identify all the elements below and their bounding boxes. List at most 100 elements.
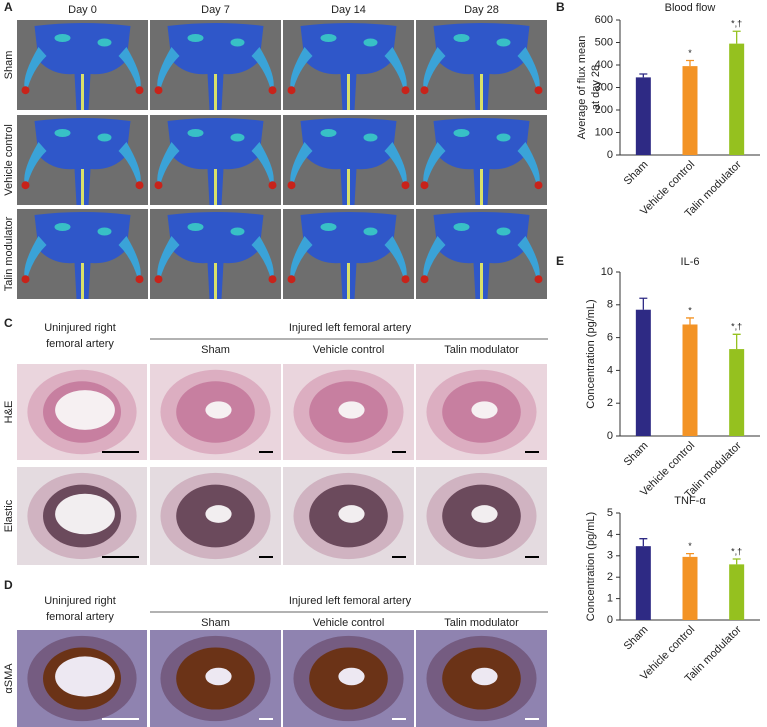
histology-image bbox=[17, 467, 147, 565]
leg-left bbox=[157, 142, 180, 187]
x-tick-label: Sham bbox=[622, 159, 651, 188]
column-header: femoral artery bbox=[46, 611, 114, 623]
panel-letter: D bbox=[4, 578, 13, 592]
y-tick-label: 500 bbox=[595, 36, 613, 48]
panel-letter: E bbox=[556, 254, 564, 268]
error-bar bbox=[732, 333, 741, 350]
y-tick-label: 5 bbox=[607, 507, 613, 519]
leg-right bbox=[517, 47, 540, 92]
hotspot bbox=[534, 275, 543, 284]
row-label: Vehicle control bbox=[3, 124, 15, 196]
bar bbox=[729, 564, 745, 620]
histology-image bbox=[150, 630, 281, 727]
hotspot bbox=[363, 133, 378, 142]
hotspot bbox=[97, 227, 112, 236]
hotspot bbox=[230, 227, 245, 236]
hotspot bbox=[187, 34, 204, 42]
y-tick-label: 6 bbox=[607, 332, 613, 344]
doppler-image bbox=[17, 115, 148, 205]
hotspot bbox=[320, 34, 337, 42]
y-tick-label: 2 bbox=[607, 571, 613, 583]
hotspot bbox=[54, 129, 71, 137]
leg-left bbox=[423, 47, 446, 92]
histology-image bbox=[283, 630, 414, 727]
significance-marker: *,† bbox=[731, 19, 742, 29]
hotspot bbox=[287, 275, 296, 284]
hotspot bbox=[287, 86, 296, 95]
leg-right bbox=[517, 236, 540, 281]
panel-letter: C bbox=[4, 316, 13, 330]
column-header: Uninjured right bbox=[44, 322, 116, 334]
bar bbox=[729, 349, 745, 436]
y-tick-label: 2 bbox=[607, 397, 613, 409]
column-header: Injured left femoral artery bbox=[289, 595, 412, 607]
bar bbox=[682, 556, 698, 620]
hotspot bbox=[420, 275, 429, 284]
vessel-lumen bbox=[205, 505, 232, 523]
error-bar bbox=[639, 297, 648, 310]
hotspot bbox=[54, 34, 71, 42]
hotspot bbox=[154, 275, 163, 284]
column-header: Uninjured right bbox=[44, 595, 116, 607]
column-header: Vehicle control bbox=[313, 344, 385, 356]
leg-right bbox=[384, 47, 407, 92]
hotspot bbox=[187, 129, 204, 137]
significance-marker: *,† bbox=[731, 546, 742, 556]
y-tick-label: 400 bbox=[595, 59, 613, 71]
bar bbox=[635, 546, 651, 620]
bar bbox=[729, 43, 745, 155]
hotspot bbox=[97, 38, 112, 47]
x-tick-label: Sham bbox=[622, 440, 651, 469]
y-tick-label: 300 bbox=[595, 81, 613, 93]
vessel-lumen bbox=[55, 390, 115, 430]
hotspot bbox=[320, 129, 337, 137]
error-bar bbox=[732, 558, 741, 565]
leg-right bbox=[384, 142, 407, 187]
column-label: Day 0 bbox=[68, 4, 97, 16]
chart-title: Blood flow bbox=[665, 2, 716, 14]
hotspot bbox=[534, 86, 543, 95]
leg-right bbox=[118, 142, 141, 187]
y-tick-label: 0 bbox=[607, 149, 613, 161]
leg-left bbox=[24, 142, 47, 187]
leg-right bbox=[251, 47, 274, 92]
error-bar bbox=[686, 553, 694, 557]
hotspot bbox=[453, 34, 470, 42]
significance-marker: * bbox=[688, 541, 692, 551]
hotspot bbox=[496, 227, 511, 236]
hotspot bbox=[268, 181, 277, 190]
histology-image bbox=[150, 467, 281, 565]
hotspot bbox=[54, 223, 71, 231]
leg-left bbox=[423, 142, 446, 187]
hotspot bbox=[97, 133, 112, 142]
row-label: Talin modulator bbox=[3, 216, 15, 291]
y-tick-label: 200 bbox=[595, 104, 613, 116]
doppler-image bbox=[283, 209, 414, 299]
leg-right bbox=[118, 47, 141, 92]
error-bar bbox=[686, 317, 694, 325]
hotspot bbox=[230, 38, 245, 47]
column-header: Sham bbox=[201, 617, 230, 629]
row-label: H&E bbox=[3, 401, 15, 424]
y-tick-label: 1 bbox=[607, 593, 613, 605]
hotspot bbox=[401, 86, 410, 95]
doppler-image bbox=[17, 209, 148, 299]
column-header: Talin modulator bbox=[444, 617, 519, 629]
doppler-image bbox=[416, 20, 547, 110]
hotspot bbox=[420, 181, 429, 190]
significance-marker: * bbox=[688, 305, 692, 315]
leg-left bbox=[157, 236, 180, 281]
y-axis-label: Concentration (pg/mL) bbox=[585, 299, 597, 408]
y-axis-label: Concentration (pg/mL) bbox=[585, 512, 597, 621]
column-header: Vehicle control bbox=[313, 617, 385, 629]
hotspot bbox=[21, 86, 30, 95]
doppler-image bbox=[150, 115, 281, 205]
hotspot bbox=[287, 181, 296, 190]
chart-title: TNF-α bbox=[674, 495, 706, 507]
leg-left bbox=[24, 47, 47, 92]
y-tick-label: 3 bbox=[607, 550, 613, 562]
doppler-image bbox=[283, 115, 414, 205]
panel-letter: B bbox=[556, 0, 565, 14]
y-tick-label: 100 bbox=[595, 126, 613, 138]
hotspot bbox=[453, 223, 470, 231]
